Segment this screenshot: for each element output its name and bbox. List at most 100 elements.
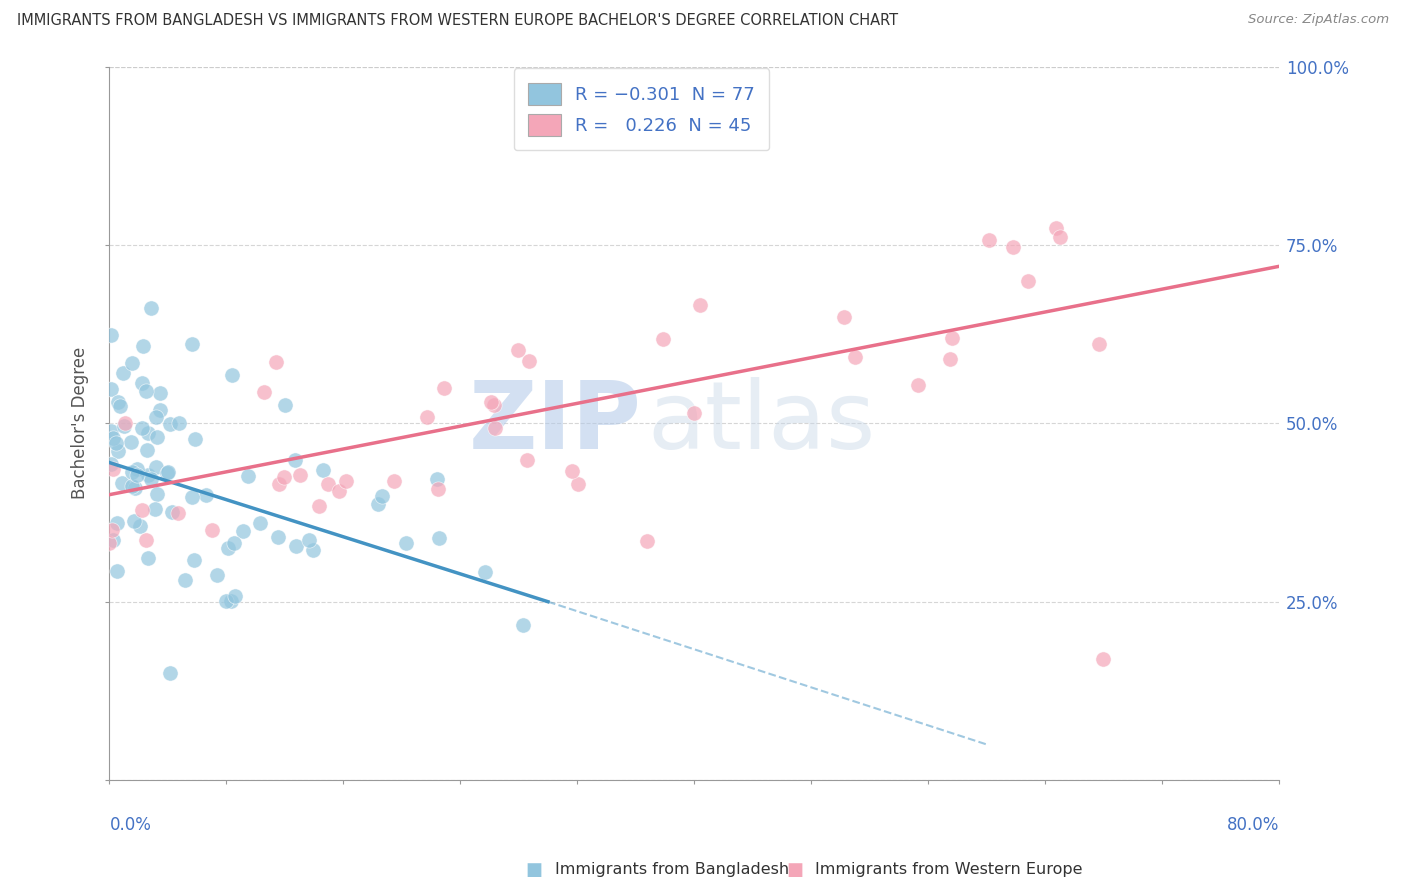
Legend: R = −0.301  N = 77, R =   0.226  N = 45: R = −0.301 N = 77, R = 0.226 N = 45	[513, 69, 769, 151]
Point	[395, 536, 418, 550]
Point	[112, 366, 135, 380]
Point	[938, 351, 960, 366]
Point	[832, 310, 855, 324]
Text: Source: ZipAtlas.com: Source: ZipAtlas.com	[1249, 13, 1389, 27]
Point	[651, 332, 673, 346]
Point	[285, 539, 308, 553]
Point	[131, 420, 153, 434]
Point	[107, 395, 129, 409]
Point	[105, 436, 128, 450]
Point	[1092, 652, 1115, 666]
Text: 80.0%: 80.0%	[1226, 815, 1279, 834]
Point	[100, 424, 122, 438]
Point	[979, 233, 1001, 247]
Point	[136, 551, 159, 566]
Point	[512, 618, 534, 632]
Point	[125, 462, 148, 476]
Point	[302, 542, 325, 557]
Point	[136, 468, 159, 483]
Point	[98, 535, 121, 549]
Point	[180, 490, 202, 504]
Text: 0.0%: 0.0%	[110, 815, 152, 834]
Point	[217, 541, 239, 555]
Point	[121, 466, 143, 480]
Point	[103, 431, 125, 445]
Point	[131, 502, 153, 516]
Point	[328, 484, 350, 499]
Point	[517, 353, 540, 368]
Point	[146, 429, 169, 443]
Point	[107, 444, 129, 458]
Point	[124, 481, 146, 495]
Point	[181, 337, 204, 351]
Point	[907, 378, 929, 392]
Point	[484, 398, 506, 412]
Point	[308, 500, 330, 514]
Point	[121, 478, 143, 492]
Point	[145, 409, 167, 424]
Point	[135, 533, 157, 548]
Point	[508, 343, 530, 358]
Point	[682, 406, 704, 420]
Text: Immigrants from Bangladesh: Immigrants from Bangladesh	[555, 863, 790, 877]
Point	[273, 470, 295, 484]
Text: ZIP: ZIP	[468, 377, 641, 469]
Point	[481, 395, 503, 409]
Point	[269, 477, 291, 491]
Point	[159, 417, 181, 432]
Text: ■: ■	[526, 861, 543, 879]
Point	[567, 476, 589, 491]
Point	[1017, 273, 1039, 287]
Point	[139, 301, 162, 315]
Point	[157, 465, 180, 479]
Point	[267, 530, 290, 544]
Point	[136, 442, 159, 457]
Point	[689, 298, 711, 312]
Point	[121, 356, 143, 370]
Point	[159, 666, 181, 681]
Point	[274, 398, 297, 412]
Point	[139, 471, 162, 485]
Point	[253, 384, 276, 399]
Point	[1088, 337, 1111, 351]
Point	[201, 523, 224, 537]
Point	[205, 567, 228, 582]
Point	[264, 355, 287, 369]
Point	[426, 472, 449, 486]
Point	[474, 565, 496, 579]
Point	[184, 432, 207, 446]
Point	[312, 463, 335, 477]
Point	[367, 497, 389, 511]
Point	[101, 462, 124, 476]
Point	[111, 476, 134, 491]
Point	[1002, 240, 1025, 254]
Text: ■: ■	[786, 861, 803, 879]
Point	[145, 459, 167, 474]
Point	[516, 453, 538, 467]
Point	[232, 524, 254, 538]
Point	[100, 327, 122, 342]
Point	[160, 504, 183, 518]
Point	[138, 426, 160, 441]
Point	[167, 416, 190, 430]
Point	[221, 368, 243, 383]
Point	[636, 533, 658, 548]
Point	[110, 400, 132, 414]
Point	[561, 464, 583, 478]
Point	[122, 514, 145, 528]
Point	[100, 382, 122, 396]
Point	[183, 553, 205, 567]
Point	[105, 564, 128, 578]
Point	[238, 469, 260, 483]
Point	[427, 482, 450, 496]
Point	[484, 421, 506, 435]
Point	[143, 502, 166, 516]
Point	[131, 339, 153, 353]
Point	[155, 467, 177, 481]
Text: Immigrants from Western Europe: Immigrants from Western Europe	[815, 863, 1083, 877]
Point	[125, 467, 148, 482]
Text: atlas: atlas	[647, 377, 876, 469]
Point	[100, 458, 122, 472]
Point	[100, 524, 122, 538]
Point	[416, 410, 439, 425]
